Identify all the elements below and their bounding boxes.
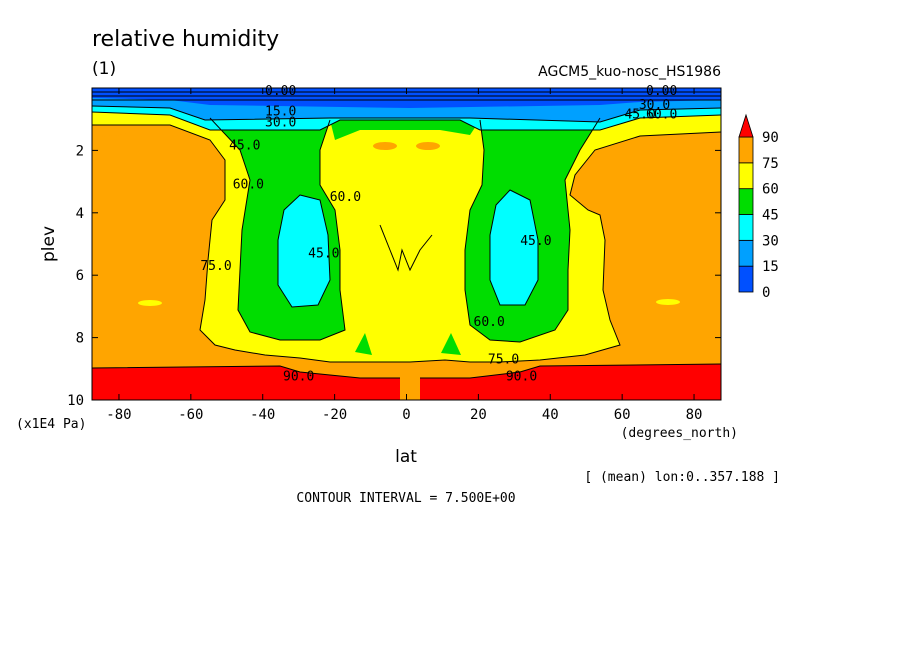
- y-tick-label: 4: [76, 206, 84, 222]
- contour-label: 75.0: [200, 259, 231, 274]
- y-axis: 2 4 6 8 10: [67, 143, 721, 409]
- field-45-60-center-band: [330, 120, 480, 140]
- contour-label: 60.0: [330, 190, 361, 205]
- contour-line-75-left: [92, 124, 721, 363]
- contour-label: 60.0: [646, 108, 677, 123]
- field-30-45-left-core: [278, 195, 330, 307]
- contour-line-45-right: [489, 189, 539, 306]
- field-45-60-triangle-left: [355, 333, 372, 355]
- y-tick-label: 10: [67, 393, 84, 409]
- legend-swatch-overflow: [738, 113, 754, 138]
- contour-label: 60.0: [233, 178, 264, 193]
- legend-level-label: 45: [762, 208, 779, 224]
- legend-level-label: 60: [762, 182, 779, 198]
- x-axis-label: lat: [395, 447, 417, 467]
- contour-line-60-right: [464, 117, 601, 343]
- x-axis-units: (degrees_north): [621, 426, 738, 441]
- x-tick-label: 20: [470, 407, 487, 423]
- contour-label: 0.00: [646, 84, 677, 99]
- field-0-15-top: [92, 88, 721, 108]
- contour-field: [92, 88, 721, 400]
- contour-line-45-left: [277, 194, 331, 308]
- y-tick-label: 2: [76, 143, 84, 159]
- legend-swatch: [738, 239, 754, 267]
- field-75-90-eye-east: [656, 299, 680, 305]
- x-tick-label: -80: [106, 407, 131, 423]
- x-axis: -80 -60 -40 -20 0 20 40 60 80: [106, 88, 702, 423]
- legend-swatch: [738, 162, 754, 190]
- contour-label: 30.0: [639, 98, 670, 113]
- contour-label: 0.00: [265, 84, 296, 99]
- contour-label: 15.0: [265, 104, 296, 119]
- legend-swatch: [738, 188, 754, 215]
- field-30-45-right-core: [490, 190, 538, 305]
- x-tick-label: -20: [322, 407, 347, 423]
- legend-swatch: [738, 136, 754, 164]
- contour-interval-note: CONTOUR INTERVAL = 7.500E+00: [296, 491, 515, 506]
- field-75-90-eye-west: [138, 300, 162, 306]
- x-tick-label: 80: [686, 407, 703, 423]
- legend-level-label: 0: [762, 285, 770, 301]
- contour-line-90-surface: [92, 363, 721, 379]
- field-75-90-left-pocket: [92, 125, 150, 137]
- chart-subtitle: (1): [92, 59, 116, 79]
- contour-line-60-left: [209, 117, 346, 341]
- legend-level-label: 30: [762, 233, 779, 249]
- y-axis-label: plev: [39, 226, 59, 262]
- y-tick-label: 6: [76, 268, 84, 284]
- legend-swatch: [738, 265, 754, 293]
- legend-swatch: [738, 214, 754, 241]
- field-75-90-eye-right: [416, 142, 440, 150]
- contour-line-inner-center: [379, 224, 433, 272]
- y-tick-label: 8: [76, 331, 84, 347]
- contour-label: 45.0: [624, 108, 655, 123]
- legend-level-label: 75: [762, 156, 779, 172]
- chart-title: relative humidity: [92, 27, 279, 52]
- contour-line-top-5: [92, 111, 721, 131]
- field-45-60-triangle-right: [441, 333, 461, 355]
- contour-labels: 0.0015.030.045.060.060.045.075.045.060.0…: [200, 84, 677, 384]
- field-above-90-surface: [92, 364, 721, 400]
- color-legend: 0 15 30 45 60 75 90: [738, 113, 779, 301]
- contour-label: 60.0: [474, 315, 505, 330]
- contour-label: 45.0: [308, 246, 339, 261]
- y-axis-units: (x1E4 Pa): [16, 417, 86, 432]
- contour-label: 45.0: [229, 139, 260, 154]
- x-tick-label: 40: [542, 407, 559, 423]
- x-tick-label: -40: [250, 407, 275, 423]
- legend-level-label: 15: [762, 259, 779, 275]
- contour-label: 75.0: [488, 352, 519, 367]
- x-tick-label: 0: [402, 407, 410, 423]
- contour-label: 45.0: [520, 234, 551, 249]
- mean-note: [ (mean) lon:0..357.188 ]: [584, 470, 780, 485]
- contour-label: 90.0: [506, 370, 537, 385]
- x-tick-label: 60: [614, 407, 631, 423]
- contour-line-top-4: [92, 105, 721, 123]
- dataset-label: AGCM5_kuo-nosc_HS1986: [538, 64, 721, 80]
- field-75-90-eye-left: [373, 142, 397, 150]
- contour-lines: [92, 91, 721, 379]
- x-tick-label: -60: [178, 407, 203, 423]
- legend-level-label: 90: [762, 130, 779, 146]
- contour-label: 90.0: [283, 370, 314, 385]
- contour-label: 30.0: [265, 115, 296, 130]
